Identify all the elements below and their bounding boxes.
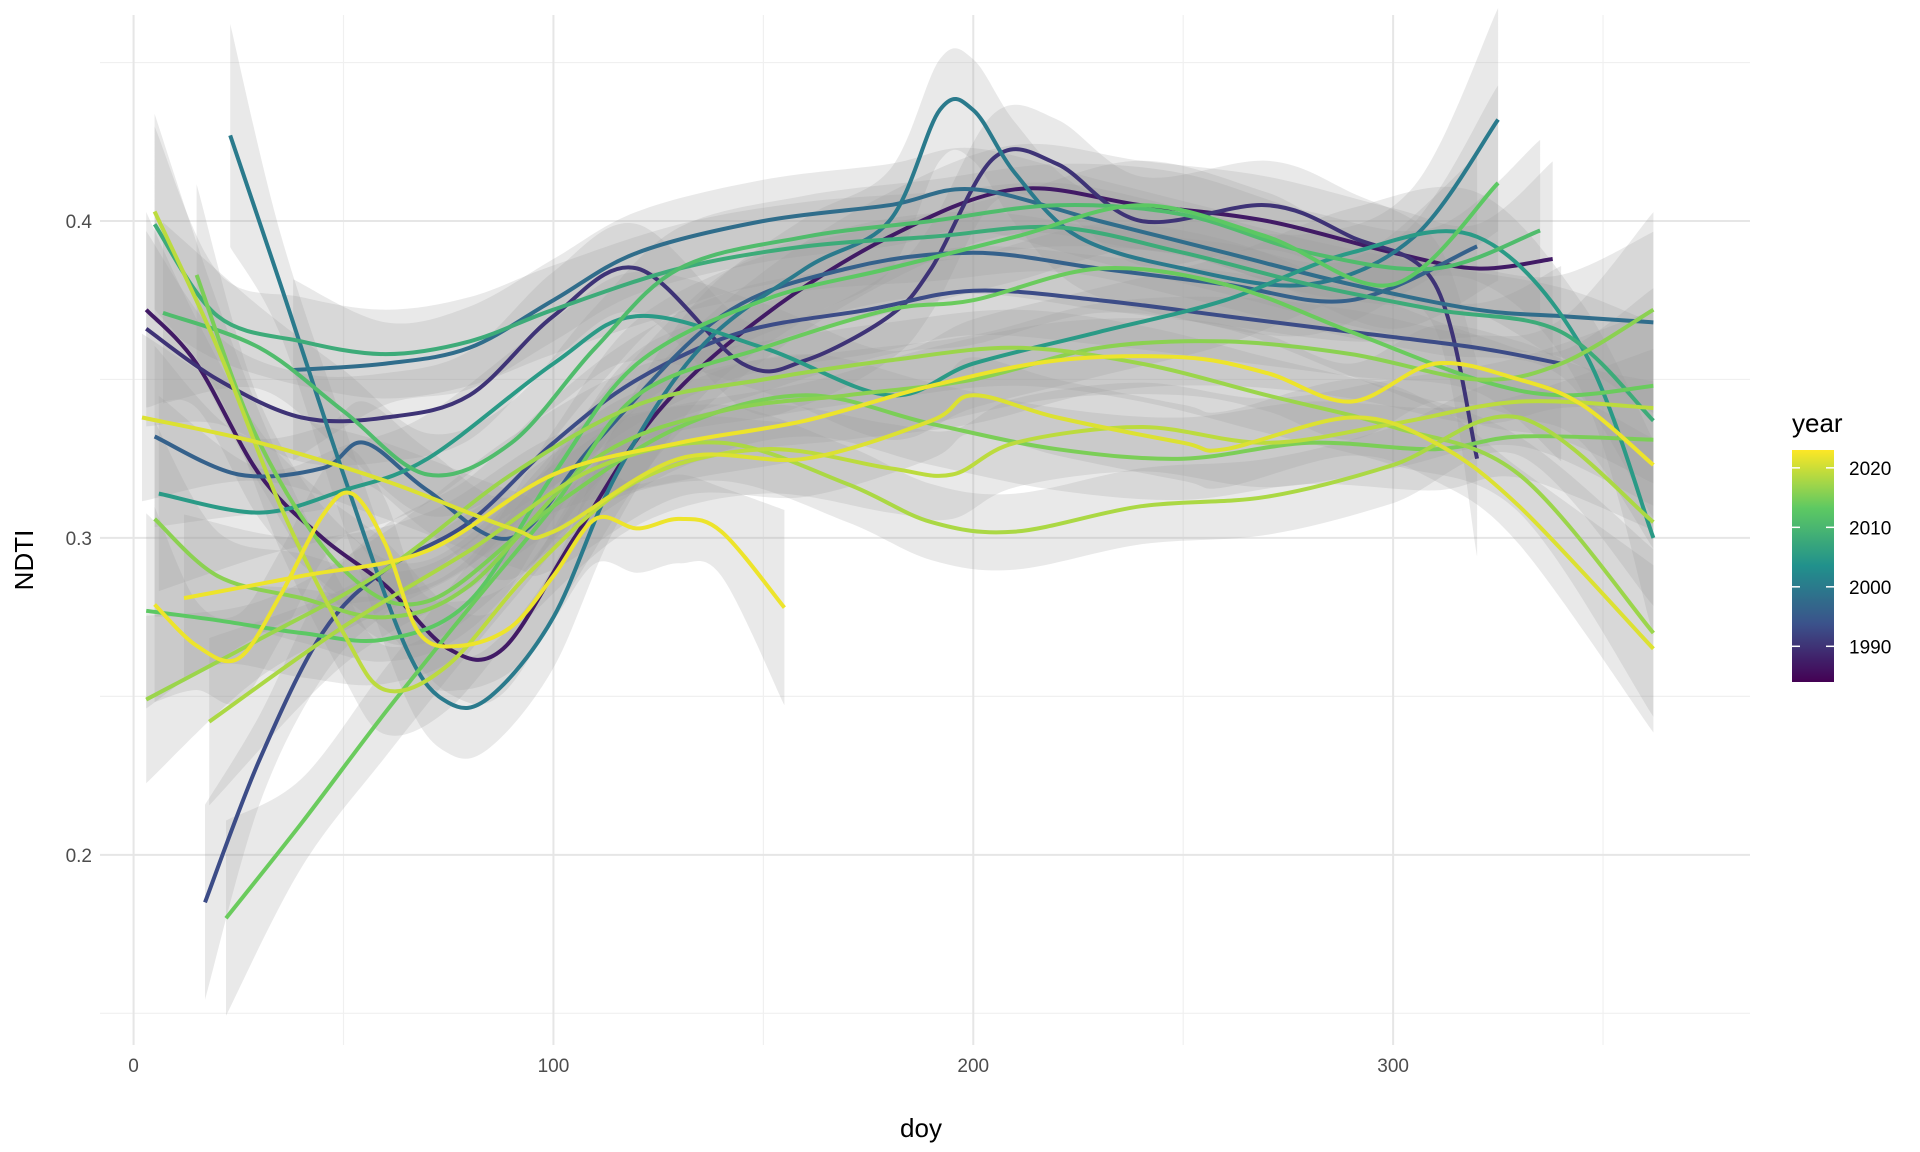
series-line-2018: [208, 414, 1655, 724]
series-line-1990: [145, 147, 1480, 460]
y-tick-label: 0.4: [66, 212, 93, 233]
series-line-2000: [228, 97, 1500, 710]
series-lines: [141, 97, 1656, 920]
series-line-2008: [152, 223, 1655, 423]
confidence-band-2005: [158, 186, 1654, 636]
confidence-band-2014: [226, 223, 1654, 1016]
confidence-band-2008: [154, 126, 1654, 519]
x-tick-label: 0: [128, 1056, 139, 1077]
confidence-band-1998: [293, 147, 1654, 461]
confidence-band-2015: [196, 184, 1654, 646]
y-tick-label: 0.3: [66, 529, 92, 550]
series-line-2017: [145, 345, 1655, 702]
y-tick-label: 0.2: [66, 846, 92, 867]
x-tick-label: 100: [538, 1056, 570, 1077]
series-line-2021: [141, 393, 1655, 651]
confidence-band-2022: [154, 448, 785, 706]
series-line-1998: [292, 186, 1654, 372]
confidence-band-1993: [205, 246, 1562, 1000]
confidence-band-2022: [184, 318, 1654, 682]
confidence-band-2011: [163, 139, 1541, 517]
legend-ticks: 1990 2000 2010 2020: [1792, 459, 1891, 658]
legend-tick-label: 1990: [1849, 637, 1891, 658]
confidence-band-1987: [146, 143, 1553, 705]
legend: year 1990 2000 2010 2020: [1792, 408, 1891, 682]
series-line-2022: [183, 354, 1655, 601]
confidence-band-2017: [146, 309, 1654, 784]
tick-labels: 0 100 200 300 0.2 0.3 0.4: [66, 212, 1409, 1077]
x-axis-title: doy: [900, 1113, 942, 1143]
y-axis-title: NDTI: [9, 530, 39, 591]
legend-colorbar: [1792, 450, 1834, 682]
series-line-2016: [153, 307, 1655, 620]
legend-title: year: [1792, 408, 1843, 438]
x-tick-label: 200: [957, 1056, 989, 1077]
confidence-band-2019: [154, 113, 1654, 736]
series-line-2022: [153, 490, 786, 664]
series-line-1993: [203, 288, 1562, 904]
legend-tick-label: 2020: [1849, 459, 1891, 480]
legend-tick-label: 2000: [1849, 578, 1891, 599]
legend-tick-label: 2010: [1849, 518, 1891, 539]
confidence-band-2013: [146, 85, 1499, 709]
x-tick-label: 300: [1377, 1056, 1409, 1077]
